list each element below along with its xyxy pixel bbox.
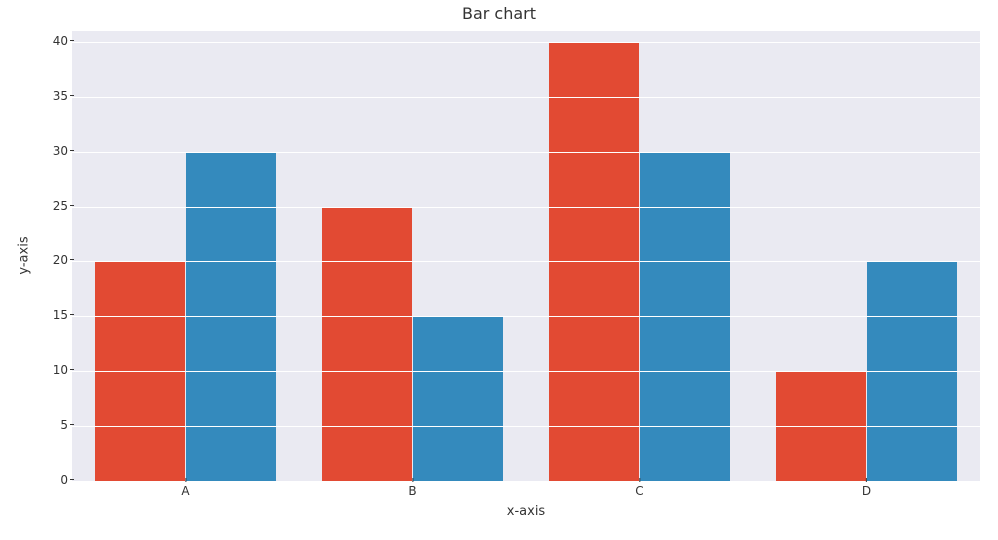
ytick-mark	[70, 205, 74, 206]
chart-title: Bar chart	[0, 4, 998, 23]
gridline	[72, 316, 980, 317]
ytick-mark	[70, 40, 74, 41]
ytick-label: 20	[28, 254, 68, 266]
ytick-label: 15	[28, 309, 68, 321]
xtick-label: B	[408, 484, 416, 498]
gridline	[72, 97, 980, 98]
ytick-mark	[70, 424, 74, 425]
bar	[413, 316, 504, 481]
gridline	[72, 42, 980, 43]
xtick-label: C	[635, 484, 643, 498]
ytick-label: 25	[28, 200, 68, 212]
ytick-mark	[70, 314, 74, 315]
ytick-mark	[70, 369, 74, 370]
ytick-label: 35	[28, 90, 68, 102]
gridline	[72, 481, 980, 482]
xtick-mark	[639, 478, 640, 482]
xtick-mark	[412, 478, 413, 482]
gridline	[72, 371, 980, 372]
gridline	[72, 261, 980, 262]
gridline	[72, 152, 980, 153]
ytick-label: 40	[28, 35, 68, 47]
gridline	[72, 207, 980, 208]
xtick-mark	[185, 478, 186, 482]
xtick-label: D	[862, 484, 871, 498]
ytick-label: 10	[28, 364, 68, 376]
ytick-mark	[70, 95, 74, 96]
chart-figure: Bar chart y-axis x-axis 0510152025303540…	[0, 0, 998, 540]
x-axis-label: x-axis	[72, 504, 980, 519]
plot-area	[72, 30, 981, 481]
ytick-label: 5	[28, 419, 68, 431]
ytick-mark	[70, 259, 74, 260]
xtick-mark	[866, 478, 867, 482]
gridline	[72, 426, 980, 427]
bars-layer	[72, 31, 980, 481]
ytick-label: 0	[28, 474, 68, 486]
xtick-label: A	[181, 484, 189, 498]
bar	[322, 207, 413, 481]
ytick-mark	[70, 479, 74, 480]
ytick-label: 30	[28, 145, 68, 157]
ytick-mark	[70, 150, 74, 151]
